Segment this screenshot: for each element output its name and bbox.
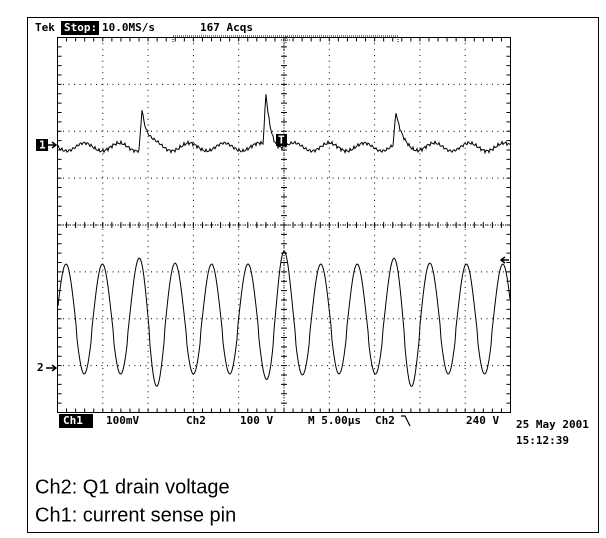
ch2-scale: 100 V xyxy=(240,414,273,427)
caption-line: Ch1: current sense pin xyxy=(35,504,236,526)
ch1-waveform xyxy=(57,94,511,155)
ch1-scale: 100mV xyxy=(106,414,139,427)
ch1-marker: 1 xyxy=(39,139,46,152)
trigger-marker-box xyxy=(276,134,287,146)
trigger-level: 240 V xyxy=(466,414,499,427)
ch1-arrow xyxy=(48,141,58,149)
caption-line: Ch2: Q1 drain voltage xyxy=(35,476,230,498)
ch1-box xyxy=(59,414,93,428)
record-bracket xyxy=(172,35,399,44)
time: 15:12:39 xyxy=(516,434,569,447)
trigger-marker: T xyxy=(278,134,285,147)
trigger-level-arrow xyxy=(499,256,509,264)
ch1-marker-box xyxy=(36,139,48,151)
date: 25 May 2001 xyxy=(516,418,589,431)
ch2-marker: 2 xyxy=(37,361,44,374)
trigger-source: Ch2 xyxy=(375,414,395,427)
sample-rate: 10.0MS/s xyxy=(102,21,155,34)
timebase: M 5.00µs xyxy=(308,414,361,427)
state-box xyxy=(61,21,99,35)
acquisitions: 167 Acqs xyxy=(200,21,253,34)
frame xyxy=(27,17,599,533)
ch2-label: Ch2 xyxy=(186,414,206,427)
ch2-waveform xyxy=(57,250,511,387)
ch1-label: Ch1 xyxy=(63,414,83,427)
state: Stop: xyxy=(64,21,97,34)
ch2-arrow xyxy=(46,364,58,372)
screen-border xyxy=(57,37,511,413)
trigger-slope xyxy=(401,415,411,427)
brand: Tek xyxy=(35,21,55,34)
